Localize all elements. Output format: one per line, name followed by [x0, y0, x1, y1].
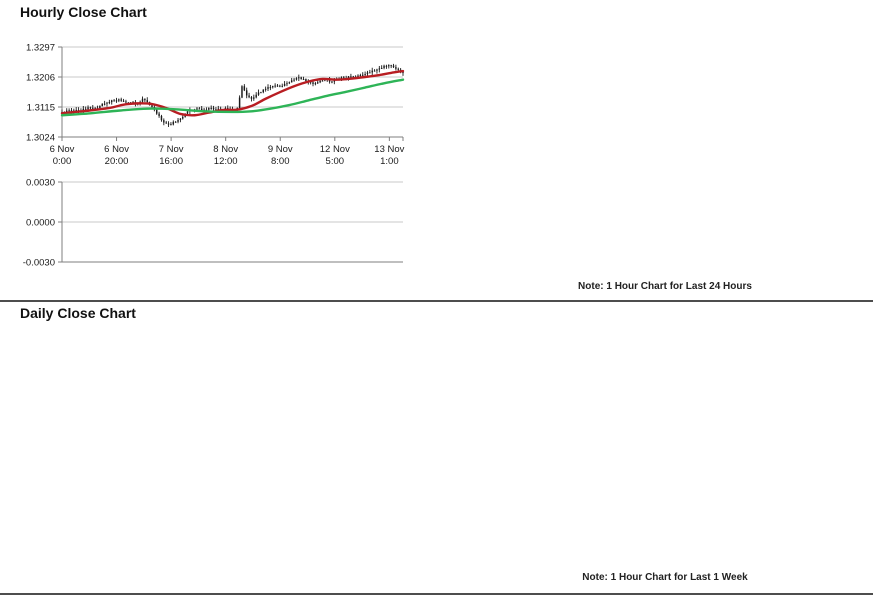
y-tick-label: 0.0000	[26, 218, 55, 229]
weekly-chart-note: Note: 1 Hour Chart for Last 1 Week	[582, 572, 748, 583]
section-divider	[0, 300, 873, 302]
x-tick-label: 16:00	[159, 156, 183, 167]
x-tick-label: 6 Nov	[50, 144, 75, 155]
ma-line	[60, 69, 405, 117]
intraday-pivot-chart	[437, 25, 873, 265]
y-tick-label: 1.3297	[26, 43, 55, 54]
x-tick-label: 9 Nov	[268, 144, 293, 155]
y-tick-label: 1.3115	[27, 103, 55, 114]
hourly-macd-chart: 0.0030 0.0000 -0.0030	[23, 178, 403, 269]
x-tick-label: 8:00	[271, 156, 290, 167]
x-tick-label: 12:00	[214, 156, 238, 167]
weekly-pivot-chart	[437, 328, 873, 528]
intraday-chart-note: Note: 1 Hour Chart for Last 24 Hours	[578, 281, 752, 292]
y-tick-label: -0.0030	[23, 258, 55, 269]
candlestick-series	[61, 63, 404, 127]
daily-macd-chart	[0, 477, 436, 567]
x-tick-label: 12 Nov	[320, 144, 350, 155]
y-tick-label: 1.3024	[26, 133, 55, 144]
daily-candlestick-chart	[0, 341, 436, 473]
y-tick-label: 0.0030	[26, 178, 55, 189]
x-tick-label: 7 Nov	[159, 144, 184, 155]
x-tick-label: 8 Nov	[213, 144, 238, 155]
daily-chart-title: Daily Close Chart	[20, 305, 136, 321]
x-tick-label: 20:00	[105, 156, 129, 167]
hourly-chart-title: Hourly Close Chart	[20, 4, 147, 20]
x-tick-label: 13 Nov	[374, 144, 404, 155]
x-tick-label: 5:00	[326, 156, 345, 167]
y-tick-label: 1.3206	[26, 73, 55, 84]
x-tick-label: 6 Nov	[104, 144, 129, 155]
x-tick-label: 0:00	[53, 156, 72, 167]
x-tick-label: 1:00	[380, 156, 399, 167]
bottom-divider	[0, 593, 873, 595]
ma-line	[60, 78, 405, 117]
axes: 0.0030 0.0000 -0.0030	[23, 178, 403, 269]
